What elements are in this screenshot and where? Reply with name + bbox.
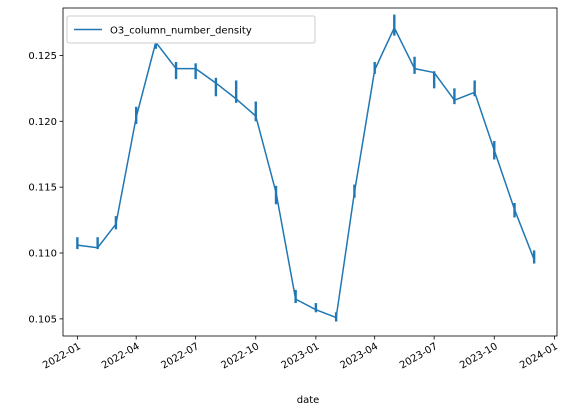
x-axis-label: date — [297, 395, 320, 406]
x-tick-label: 2023-07 — [398, 341, 440, 371]
legend: O3_column_number_density — [66, 15, 316, 44]
x-tick-label: 2022-01 — [41, 341, 83, 371]
x-tick-label: 2022-10 — [220, 341, 262, 371]
y-tick-label: 0.115 — [28, 183, 57, 194]
error-bars — [76, 14, 536, 322]
x-axis-ticks: 2022-01 2022-04 2022-07 2022-10 2023-01 2023-… — [41, 336, 560, 371]
axes-border — [62, 7, 558, 337]
x-tick-label: 2023-01 — [280, 341, 322, 371]
x-tick-label: 2022-04 — [100, 341, 142, 371]
legend-label: O3_column_number_density — [110, 26, 252, 37]
series-line — [77, 27, 535, 319]
y-tick-label: 0.120 — [28, 117, 57, 128]
x-tick-label: 2023-04 — [338, 341, 380, 371]
y-tick-label: 0.125 — [28, 51, 57, 62]
series-layer — [77, 27, 535, 319]
y-axis-ticks: 0.105 0.110 0.115 0.120 0.125 — [28, 51, 63, 325]
legend-box — [66, 15, 316, 44]
axes-frame — [62, 7, 558, 337]
x-tick-label: 2024-01 — [518, 341, 560, 371]
x-tick-label: 2023-10 — [458, 341, 500, 371]
x-tick-label: 2022-07 — [159, 341, 201, 371]
y-tick-label: 0.110 — [28, 249, 57, 260]
y-tick-label: 0.105 — [28, 314, 57, 325]
